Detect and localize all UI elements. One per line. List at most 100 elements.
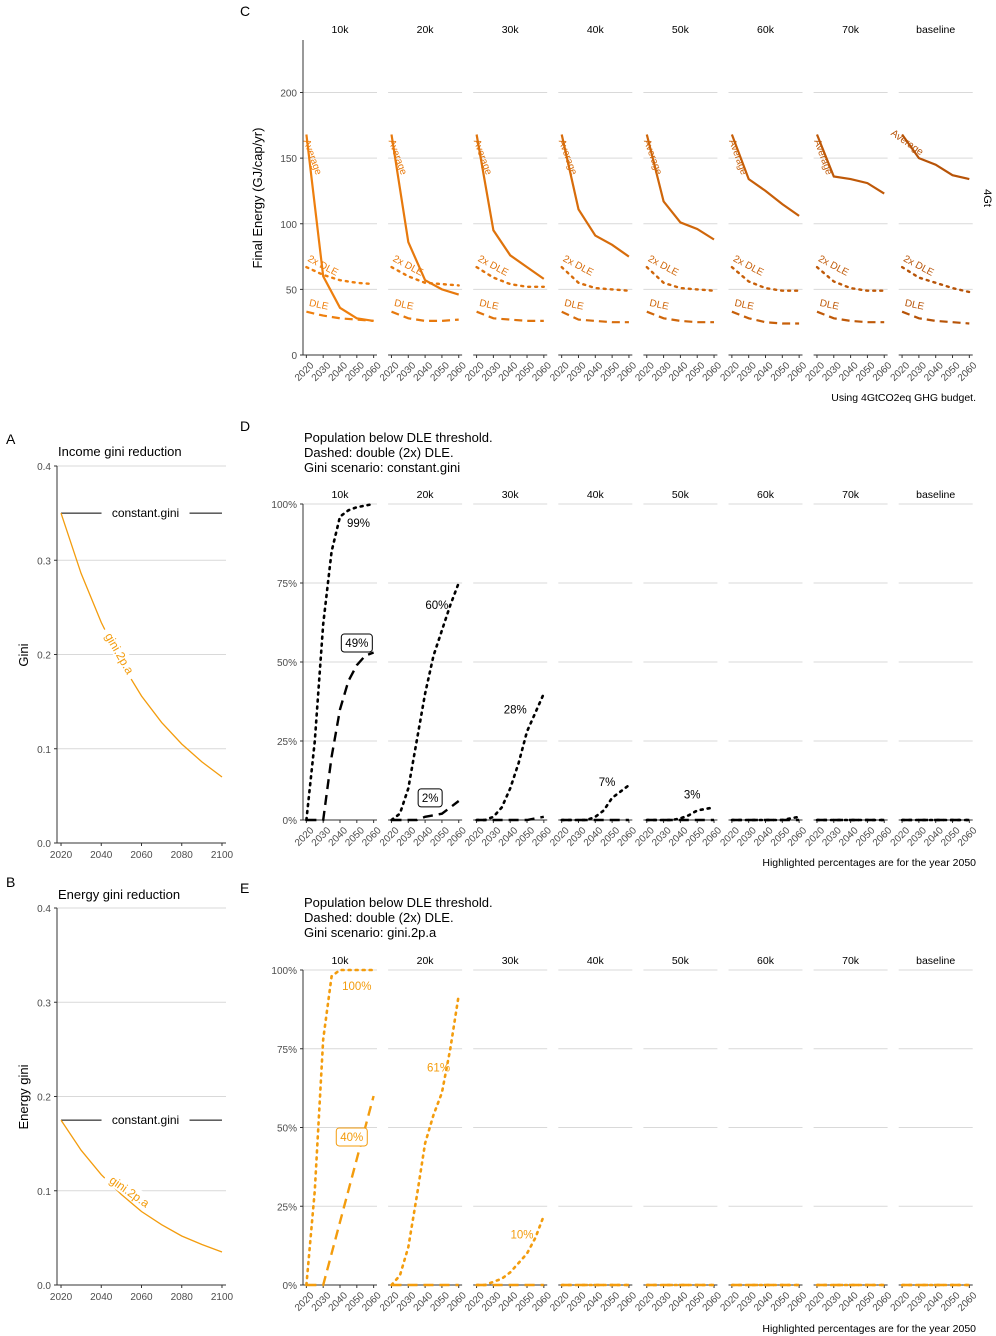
facet-strip-label: 30k — [502, 955, 520, 967]
annotation-label: 49% — [345, 638, 368, 650]
dle-label: DLE — [819, 298, 841, 313]
average-line — [475, 134, 545, 280]
y-tick-label: 0.2 — [37, 651, 51, 662]
dle-line — [476, 310, 544, 322]
panel-e-title-2: Dashed: double (2x) DLE. — [304, 910, 454, 925]
panel-e-plot: 10k2020203020402050206020k20202030204020… — [271, 955, 979, 1314]
facet-strip-label: 60k — [757, 24, 775, 36]
double-dle-line — [305, 968, 375, 1287]
annotation-label: 2% — [422, 793, 439, 805]
annotation-label: 10% — [510, 1230, 533, 1242]
x-tick-label: 2060 — [530, 825, 554, 849]
dle-2x-line — [305, 265, 375, 286]
dle-2x-line — [390, 265, 460, 287]
y-tick-label: 0% — [283, 1281, 298, 1292]
double-dle-line — [475, 692, 546, 822]
x-tick-label: 2060 — [615, 360, 639, 384]
panel-letter-a: A — [6, 431, 16, 447]
facet-strip-label: 30k — [502, 489, 520, 501]
double-dle-line — [390, 581, 461, 822]
facet-strip-label: baseline — [916, 955, 955, 967]
panel-d-plot: 10k2020203020402050206020k20202030204020… — [271, 489, 979, 849]
dle-2x-line — [730, 265, 801, 292]
x-tick-label: 2060 — [701, 1290, 725, 1314]
x-tick-label: 2060 — [956, 825, 980, 849]
dle-2x-line — [475, 265, 545, 288]
panel-b-title: Energy gini reduction — [58, 887, 180, 902]
facet-strip-label: 50k — [672, 955, 690, 967]
y-tick-label: 0.3 — [37, 556, 51, 567]
x-tick-label: 2100 — [211, 1292, 234, 1303]
y-tick-label: 75% — [277, 579, 297, 590]
facet-strip-label: 70k — [842, 489, 860, 501]
dle-label: DLE — [308, 298, 330, 313]
average-label: Average — [889, 128, 926, 159]
average-line — [730, 134, 800, 217]
average-line — [390, 134, 460, 296]
facet-strip-label: 10k — [332, 955, 350, 967]
average-label: Average — [386, 138, 409, 177]
annotation-box — [417, 788, 443, 808]
y-tick-label: 75% — [277, 1045, 297, 1056]
y-tick-label: 50% — [277, 658, 297, 669]
dle-2x-label: 2x DLE — [646, 254, 680, 279]
dle-line — [306, 651, 375, 822]
panel-e-title-1: Population below DLE threshold. — [304, 895, 493, 910]
annotation-label: 100% — [342, 981, 371, 993]
dle-line — [391, 310, 459, 322]
facet-strip-label: 20k — [417, 24, 435, 36]
dle-line — [561, 310, 629, 324]
average-line — [901, 133, 970, 181]
y-tick-label: 0.3 — [37, 998, 51, 1009]
y-tick-label: 0.0 — [37, 1281, 51, 1292]
annotation-label: 7% — [599, 777, 616, 789]
average-label: Average — [556, 138, 579, 177]
dle-line — [816, 310, 885, 324]
annotation-label: 28% — [504, 704, 527, 716]
x-tick-label: 2060 — [130, 1292, 153, 1303]
annotation-box — [335, 1127, 368, 1147]
y-tick-label: 100 — [280, 220, 297, 231]
x-tick-label: 2060 — [786, 825, 810, 849]
panel-c-ylabel: Final Energy (GJ/cap/yr) — [250, 128, 265, 269]
label-mask — [103, 1169, 157, 1213]
dle-label: DLE — [733, 298, 755, 313]
double-dle-line — [560, 783, 631, 822]
y-tick-label: 150 — [280, 154, 297, 165]
dle-line — [306, 1095, 375, 1287]
y-tick-label: 0.1 — [37, 745, 51, 756]
x-tick-label: 2060 — [360, 360, 384, 384]
average-label: Average — [301, 138, 324, 177]
dle-label: DLE — [904, 298, 926, 313]
y-tick-label: 0.0 — [37, 839, 51, 850]
x-tick-label: 2060 — [956, 360, 980, 384]
dle-2x-label: 2x DLE — [901, 254, 935, 279]
dle-line — [901, 310, 970, 325]
annotation-label: 61% — [427, 1063, 450, 1075]
average-label: Average — [811, 138, 834, 177]
x-tick-label: 2060 — [130, 850, 153, 861]
facet-strip-label: baseline — [916, 489, 955, 501]
dle-2x-label: 2x DLE — [476, 254, 510, 279]
dle-2x-line — [900, 265, 971, 294]
facet-strip-label: 70k — [842, 955, 860, 967]
x-tick-label: 2060 — [871, 825, 895, 849]
facet-strip-label: 20k — [417, 955, 435, 967]
x-tick-label: 2060 — [445, 825, 469, 849]
gini-2p-a-line — [60, 1119, 223, 1253]
annotation-label: 40% — [340, 1132, 363, 1144]
y-tick-label: 0% — [283, 816, 298, 827]
y-tick-label: 0.1 — [37, 1187, 51, 1198]
x-tick-label: 2060 — [871, 360, 895, 384]
double-dle-line — [390, 993, 461, 1287]
y-tick-label: 0.4 — [37, 904, 51, 915]
dle-2x-label: 2x DLE — [561, 254, 595, 279]
annotation-label: 60% — [425, 600, 448, 612]
dle-label: DLE — [648, 298, 670, 313]
gini-2p-a-line — [60, 512, 223, 778]
panel-d-title-3: Gini scenario: constant.gini — [304, 460, 460, 475]
panel-c-strip-right: 4Gt — [981, 189, 993, 207]
x-tick-label: 2020 — [50, 850, 73, 861]
facet-strip-label: 30k — [502, 24, 520, 36]
